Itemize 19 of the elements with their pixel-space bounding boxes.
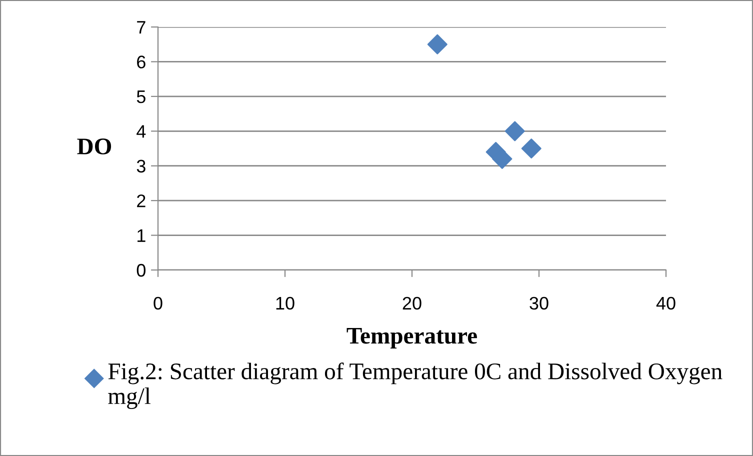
point [504,121,525,142]
point [521,138,542,159]
x-axis-title: Temperature [346,328,477,349]
x-tick-label: 0 [154,296,162,310]
y-tick-label: 1 [138,229,146,242]
y-tick-label: 2 [137,194,146,208]
point [427,34,448,54]
y-tick-label: 0 [136,264,146,277]
y-tick-label: 3 [136,160,146,173]
y-tick-label: 6 [137,56,146,68]
y-axis-title: DO [77,138,112,154]
x-tick-label: 10 [276,296,294,310]
y-tick-label: 5 [136,90,146,104]
legend-label: Fig.2: Scatter diagram of Temperature 0C and Dissolved Oxygen mg/l [108,362,722,409]
x-tick-label: 30 [530,296,548,310]
x-tick-label: 20 [402,296,422,310]
y-tick-label: 7 [137,21,146,34]
x-tick-label: 40 [656,296,676,310]
y-tick-label: 4 [136,125,146,138]
